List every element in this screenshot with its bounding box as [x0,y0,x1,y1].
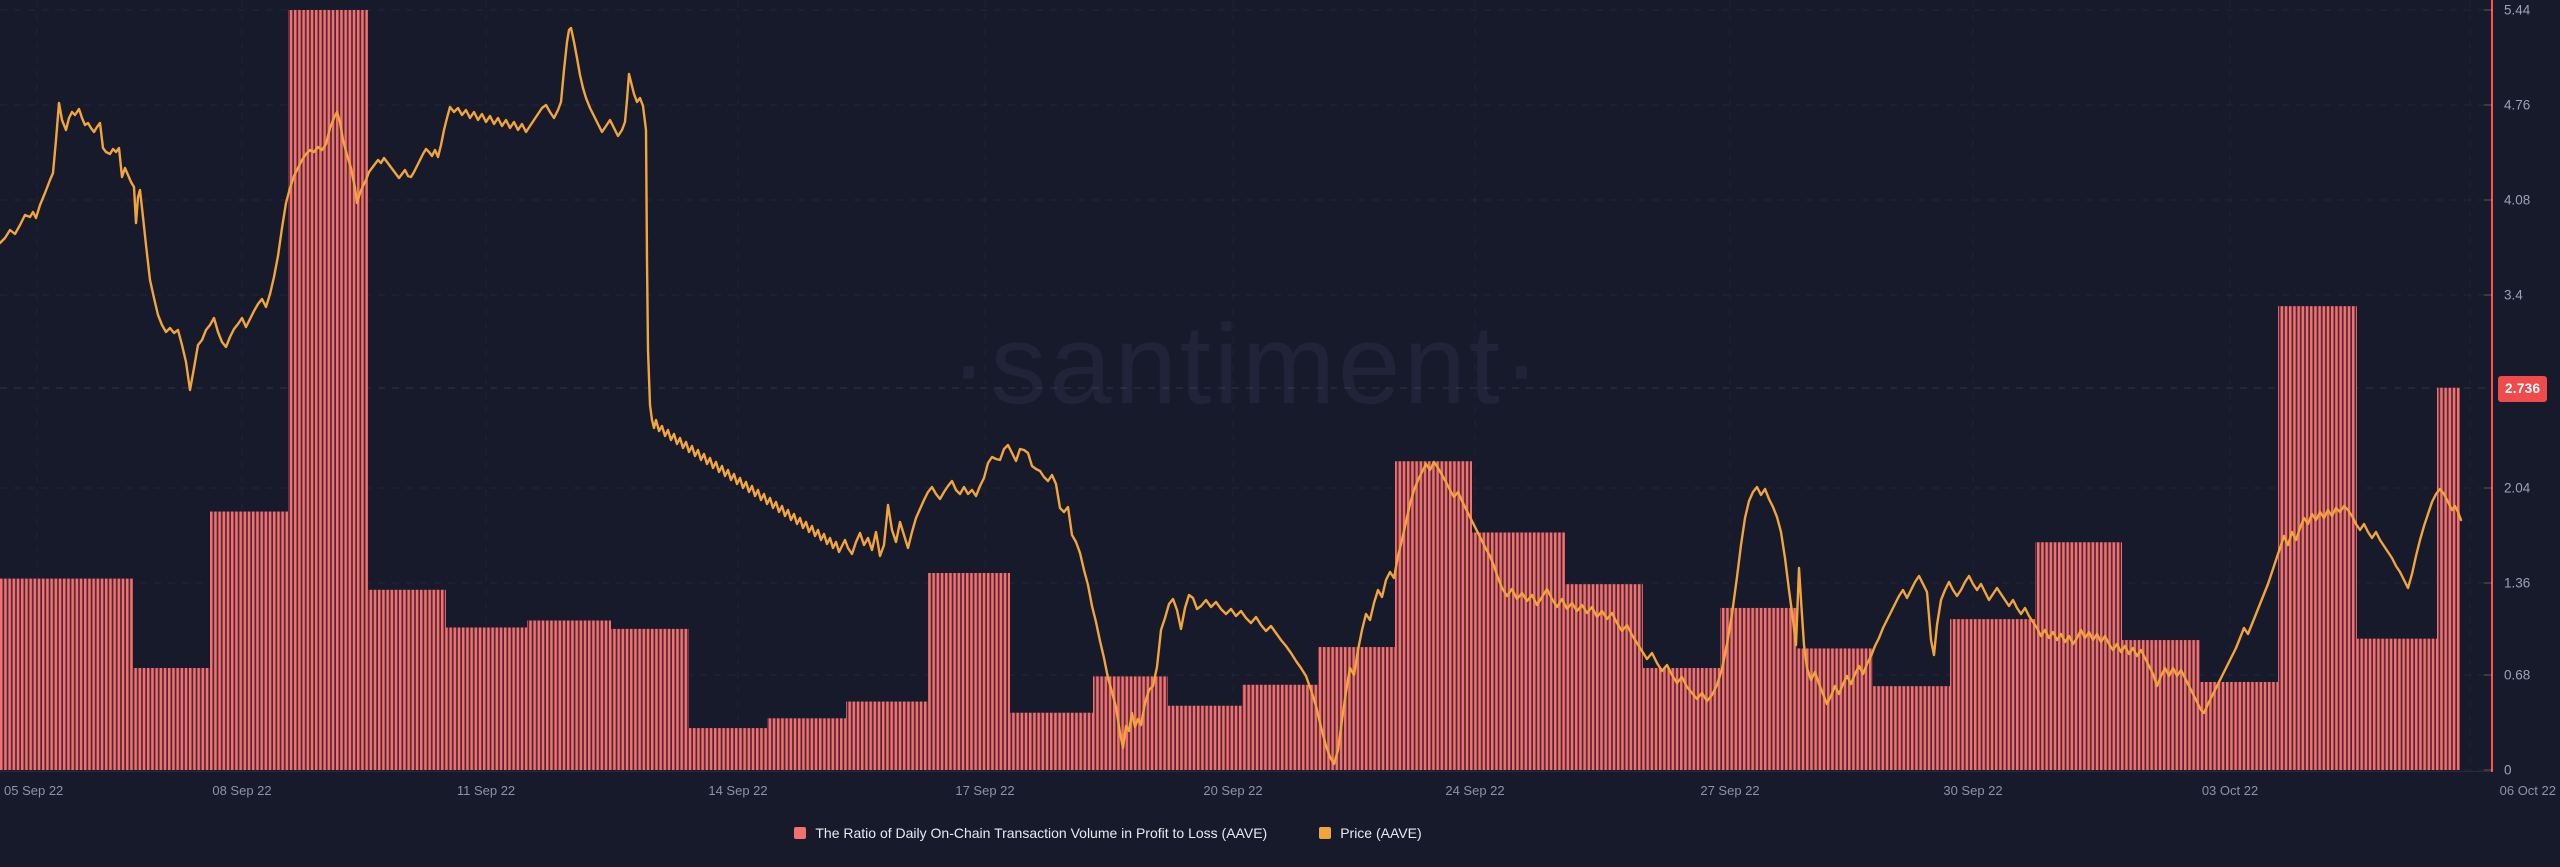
x-axis-label: 08 Sep 22 [212,783,271,798]
x-axis-label: 11 Sep 22 [457,783,515,798]
x-axis-label: 20 Sep 22 [1203,783,1262,798]
ratio-bar[interactable] [1318,647,1395,770]
ratio-bar[interactable] [2122,640,2200,770]
x-axis-label: 03 Oct 22 [2202,783,2258,798]
ratio-bars-series[interactable] [0,9,2460,770]
ratio-bar[interactable] [2357,638,2437,770]
y-axis-label: 0.68 [2504,668,2530,683]
y-axis-label: 2.04 [2504,481,2531,496]
ratio-series-swatch-icon [794,827,807,839]
santiment-watermark: ·santiment· [950,302,1544,427]
y-axis-label: 3.4 [2504,288,2523,303]
ratio-bar[interactable] [1242,684,1318,770]
x-axis-label: 05 Sep 22 [4,783,63,798]
chart-legend: The Ratio of Daily On-Chain Transaction … [0,826,2388,840]
ratio-bar[interactable] [288,9,368,770]
legend-item-ratio[interactable]: The Ratio of Daily On-Chain Transaction … [794,826,1267,840]
y-axis-label: 4.08 [2504,193,2530,208]
x-axis-label: 17 Sep 22 [955,783,1014,798]
ratio-bar[interactable] [1873,686,1950,770]
ratio-bar[interactable] [1720,607,1797,770]
x-axis-label: 24 Sep 22 [1445,783,1504,798]
price-line-series[interactable] [0,26,2463,766]
y-axis-label: 0 [2504,763,2512,778]
ratio-bar[interactable] [1472,532,1565,770]
ratio-bar[interactable] [446,627,527,770]
ratio-bar[interactable] [1395,461,1472,770]
current-value-badge: 2.736 [2498,376,2548,402]
ratio-bar[interactable] [1010,712,1093,770]
ratio-bar[interactable] [767,718,846,770]
ratio-bar[interactable] [0,578,133,770]
ratio-bar[interactable] [1797,648,1873,770]
ratio-bar[interactable] [1950,619,2035,770]
gridlines [0,0,2492,771]
legend-item-price[interactable]: Price (AAVE) [1319,825,1422,841]
price-line[interactable] [0,26,2463,766]
ratio-bar[interactable] [928,573,1010,770]
price-series-swatch-icon [1319,827,1332,839]
axes [0,0,2493,772]
ratio-bar[interactable] [611,628,689,770]
ratio-legend-label: The Ratio of Daily On-Chain Transaction … [815,825,1268,841]
ratio-bar[interactable] [1168,705,1242,770]
x-axis-label: 06 Oct 22 [2500,783,2556,798]
price-legend-label: Price (AAVE) [1340,825,1422,841]
axis-labels: 0 0.68 1.36 2.04 3.4 4.08 4.76 5.44 05 Sep 22 08 … [4,3,2556,799]
x-axis-label: 14 Sep 22 [708,783,767,798]
y-axis-label: 5.44 [2504,3,2531,18]
y-axis-label: 4.76 [2504,98,2530,113]
ratio-bar[interactable] [368,589,446,770]
ratio-bar[interactable] [133,668,210,770]
x-axis-label: 27 Sep 22 [1700,783,1759,798]
x-axis-label: 30 Sep 22 [1943,783,2002,798]
ratio-bar[interactable] [210,511,288,770]
y-axis-label: 1.36 [2504,576,2530,591]
ratio-bar[interactable] [689,728,767,770]
ratio-bar[interactable] [2437,387,2460,770]
ratio-bar[interactable] [527,620,611,770]
ratio-bar[interactable] [1643,668,1720,770]
ratio-bar[interactable] [2035,542,2122,770]
ratio-bar[interactable] [846,701,928,770]
